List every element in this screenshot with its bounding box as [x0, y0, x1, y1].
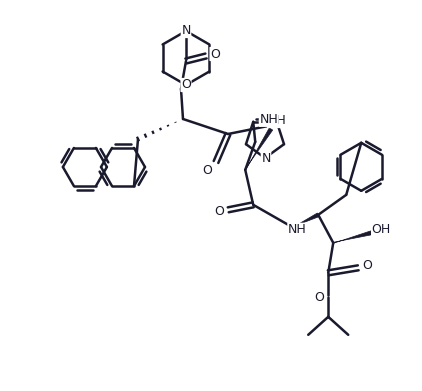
Polygon shape	[291, 213, 319, 228]
Polygon shape	[245, 128, 273, 170]
Text: N: N	[181, 25, 191, 38]
Text: O: O	[362, 259, 372, 272]
Text: NH: NH	[288, 223, 307, 236]
Text: O: O	[181, 79, 191, 91]
Text: N: N	[261, 151, 271, 165]
Polygon shape	[333, 231, 372, 243]
Text: O: O	[314, 291, 324, 304]
Text: NH: NH	[268, 115, 287, 127]
Text: NH: NH	[260, 113, 278, 126]
Text: O: O	[214, 205, 224, 218]
Text: OH: OH	[372, 223, 391, 236]
Text: O: O	[210, 47, 220, 61]
Text: O: O	[202, 163, 212, 176]
